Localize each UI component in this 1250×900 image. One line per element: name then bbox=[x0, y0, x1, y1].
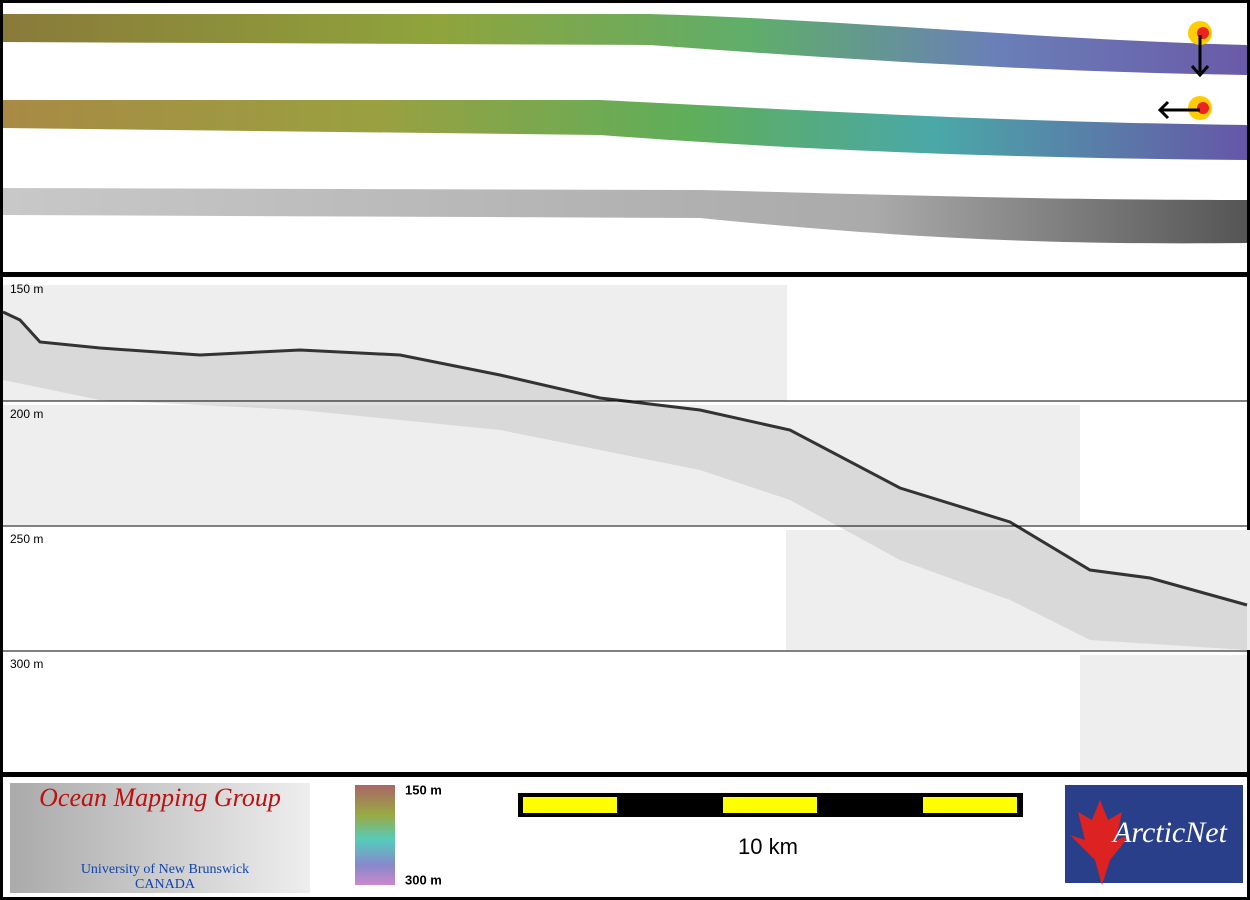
marker-icon bbox=[1157, 21, 1212, 120]
logo-university: University of New Brunswick bbox=[81, 862, 249, 877]
colorbar-label: 300 m bbox=[405, 872, 442, 887]
colorbar bbox=[355, 785, 395, 885]
depth-label: 250 m bbox=[10, 532, 43, 546]
logo-country: CANADA bbox=[135, 877, 196, 892]
depth-lines bbox=[3, 400, 1247, 652]
bathymetry-strip bbox=[3, 14, 1247, 75]
omg-logo: Ocean Mapping Group University of New Br… bbox=[10, 783, 310, 893]
backscatter-strip bbox=[3, 188, 1247, 244]
scale-label: 10 km bbox=[738, 834, 798, 859]
depth-label: 150 m bbox=[10, 282, 43, 296]
depth-label: 300 m bbox=[10, 657, 43, 671]
sub-bottom-reflection bbox=[3, 312, 1247, 650]
divider bbox=[0, 272, 1250, 277]
colorbar-label: 150 m bbox=[405, 782, 442, 797]
partner-logo-text: ArcticNet bbox=[1111, 816, 1228, 849]
divider bbox=[0, 772, 1250, 777]
arcticnet-logo: ArcticNet bbox=[1065, 785, 1243, 885]
scale-bar bbox=[518, 793, 1023, 817]
bathymetry-strip bbox=[3, 100, 1247, 160]
depth-label: 200 m bbox=[10, 407, 43, 421]
seafloor bbox=[2, 310, 1248, 607]
logo-title: Ocean Mapping Group bbox=[39, 783, 281, 812]
profile-panel bbox=[1080, 655, 1247, 773]
